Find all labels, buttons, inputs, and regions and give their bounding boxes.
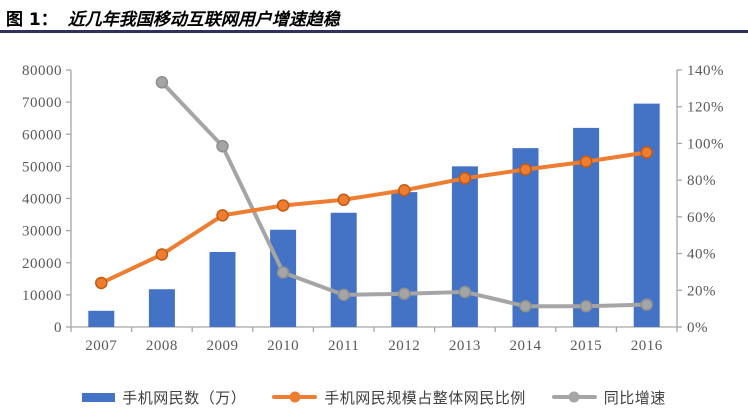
x-axis-category-label: 2014 [510,338,542,354]
legend-item-mobile-ratio: 手机网民规模占整体网民比例 [272,387,526,408]
bar-2007 [88,310,115,327]
figure-number: 图 1： [6,10,58,30]
line-marker [458,285,472,299]
legend-line-swatch-gray [551,391,597,403]
x-axis-category-label: 2015 [570,338,602,354]
line-marker [276,199,290,212]
right-axis-tick-label: 80% [687,173,716,189]
right-axis-tick-label: 60% [687,210,716,226]
line-marker [398,287,411,301]
legend-item-yoy-growth: 同比增速 [551,387,666,408]
line-series [99,150,649,285]
left-axis-tick-label: 70000 [22,95,62,111]
x-axis-category-label: 2010 [267,338,299,354]
line-marker [337,288,350,302]
line-marker [519,300,532,313]
bar-2013 [451,166,478,327]
x-axis-category-label: 2009 [207,338,239,354]
x-axis-category-label: 2008 [146,338,178,354]
x-axis-category-label: 2012 [388,338,420,354]
figure-title: 近几年我国移动互联网用户增速趋稳 [67,10,340,30]
line-marker [155,76,169,89]
right-axis-tick-label: 140% [687,63,724,79]
line-marker [155,248,169,261]
line-marker [276,266,290,279]
line-marker [579,300,593,313]
legend-line-swatch-orange [272,391,318,403]
chart-legend: 手机网民数（万） 手机网民规模占整体网民比例 同比增速 [0,386,748,408]
bar-2016 [633,103,660,328]
right-axis-tick-label: 100% [687,136,724,152]
right-axis-tick-label: 120% [687,100,724,116]
line-marker [640,146,653,159]
line-marker [640,298,653,311]
right-axis-tick-label: 20% [687,283,716,299]
combo-chart: 0 10000 20000 30000 40000 50000 60000 70000 8000… [22,63,724,354]
title-underline [0,30,748,33]
x-axis-category-label: 2011 [328,338,359,354]
figure-header: 图 1： 近几年我国移动互联网用户增速趋稳 [0,0,748,30]
bar-2008 [148,289,175,327]
legend-marker-dot-gray [568,391,580,403]
line-marker [398,183,411,197]
line-marker [95,276,108,290]
line-marker [579,155,593,168]
legend-label-yoy-growth: 同比增速 [603,389,666,407]
left-axis-tick-label: 0 [54,320,62,336]
right-axis-tick-label: 0% [687,320,708,336]
bar-2011 [330,212,357,327]
left-axis-tick-label: 60000 [22,127,62,143]
legend-label-mobile-ratio: 手机网民规模占整体网民比例 [324,389,526,407]
left-axis-tick-label: 40000 [22,192,62,208]
x-axis-category-label: 2007 [85,338,117,354]
legend-marker-dot-orange [289,391,301,403]
line-marker [216,139,229,153]
legend-label-mobile-users: 手机网民数（万） [122,389,247,407]
line-marker [458,172,472,185]
bar-2014 [512,148,539,327]
x-axis-category-label: 2016 [631,338,663,354]
left-axis-tick-label: 10000 [22,288,62,304]
line-marker [216,209,229,222]
bar-2009 [209,252,236,327]
line-marker [337,193,350,207]
line-marker [519,163,532,176]
left-axis-tick-label: 50000 [22,159,62,175]
bar-2012 [391,192,418,327]
left-axis-tick-label: 80000 [22,63,62,79]
legend-item-mobile-users: 手机网民数（万） [82,387,246,408]
left-axis-tick-label: 30000 [22,224,62,240]
x-axis-category-label: 2013 [449,338,481,354]
left-axis-tick-label: 20000 [22,256,62,272]
chart-plot-area: 0 10000 20000 30000 40000 50000 60000 70000 8000… [0,32,748,377]
legend-bar-swatch [82,392,116,402]
right-axis-tick-label: 40% [687,247,716,263]
